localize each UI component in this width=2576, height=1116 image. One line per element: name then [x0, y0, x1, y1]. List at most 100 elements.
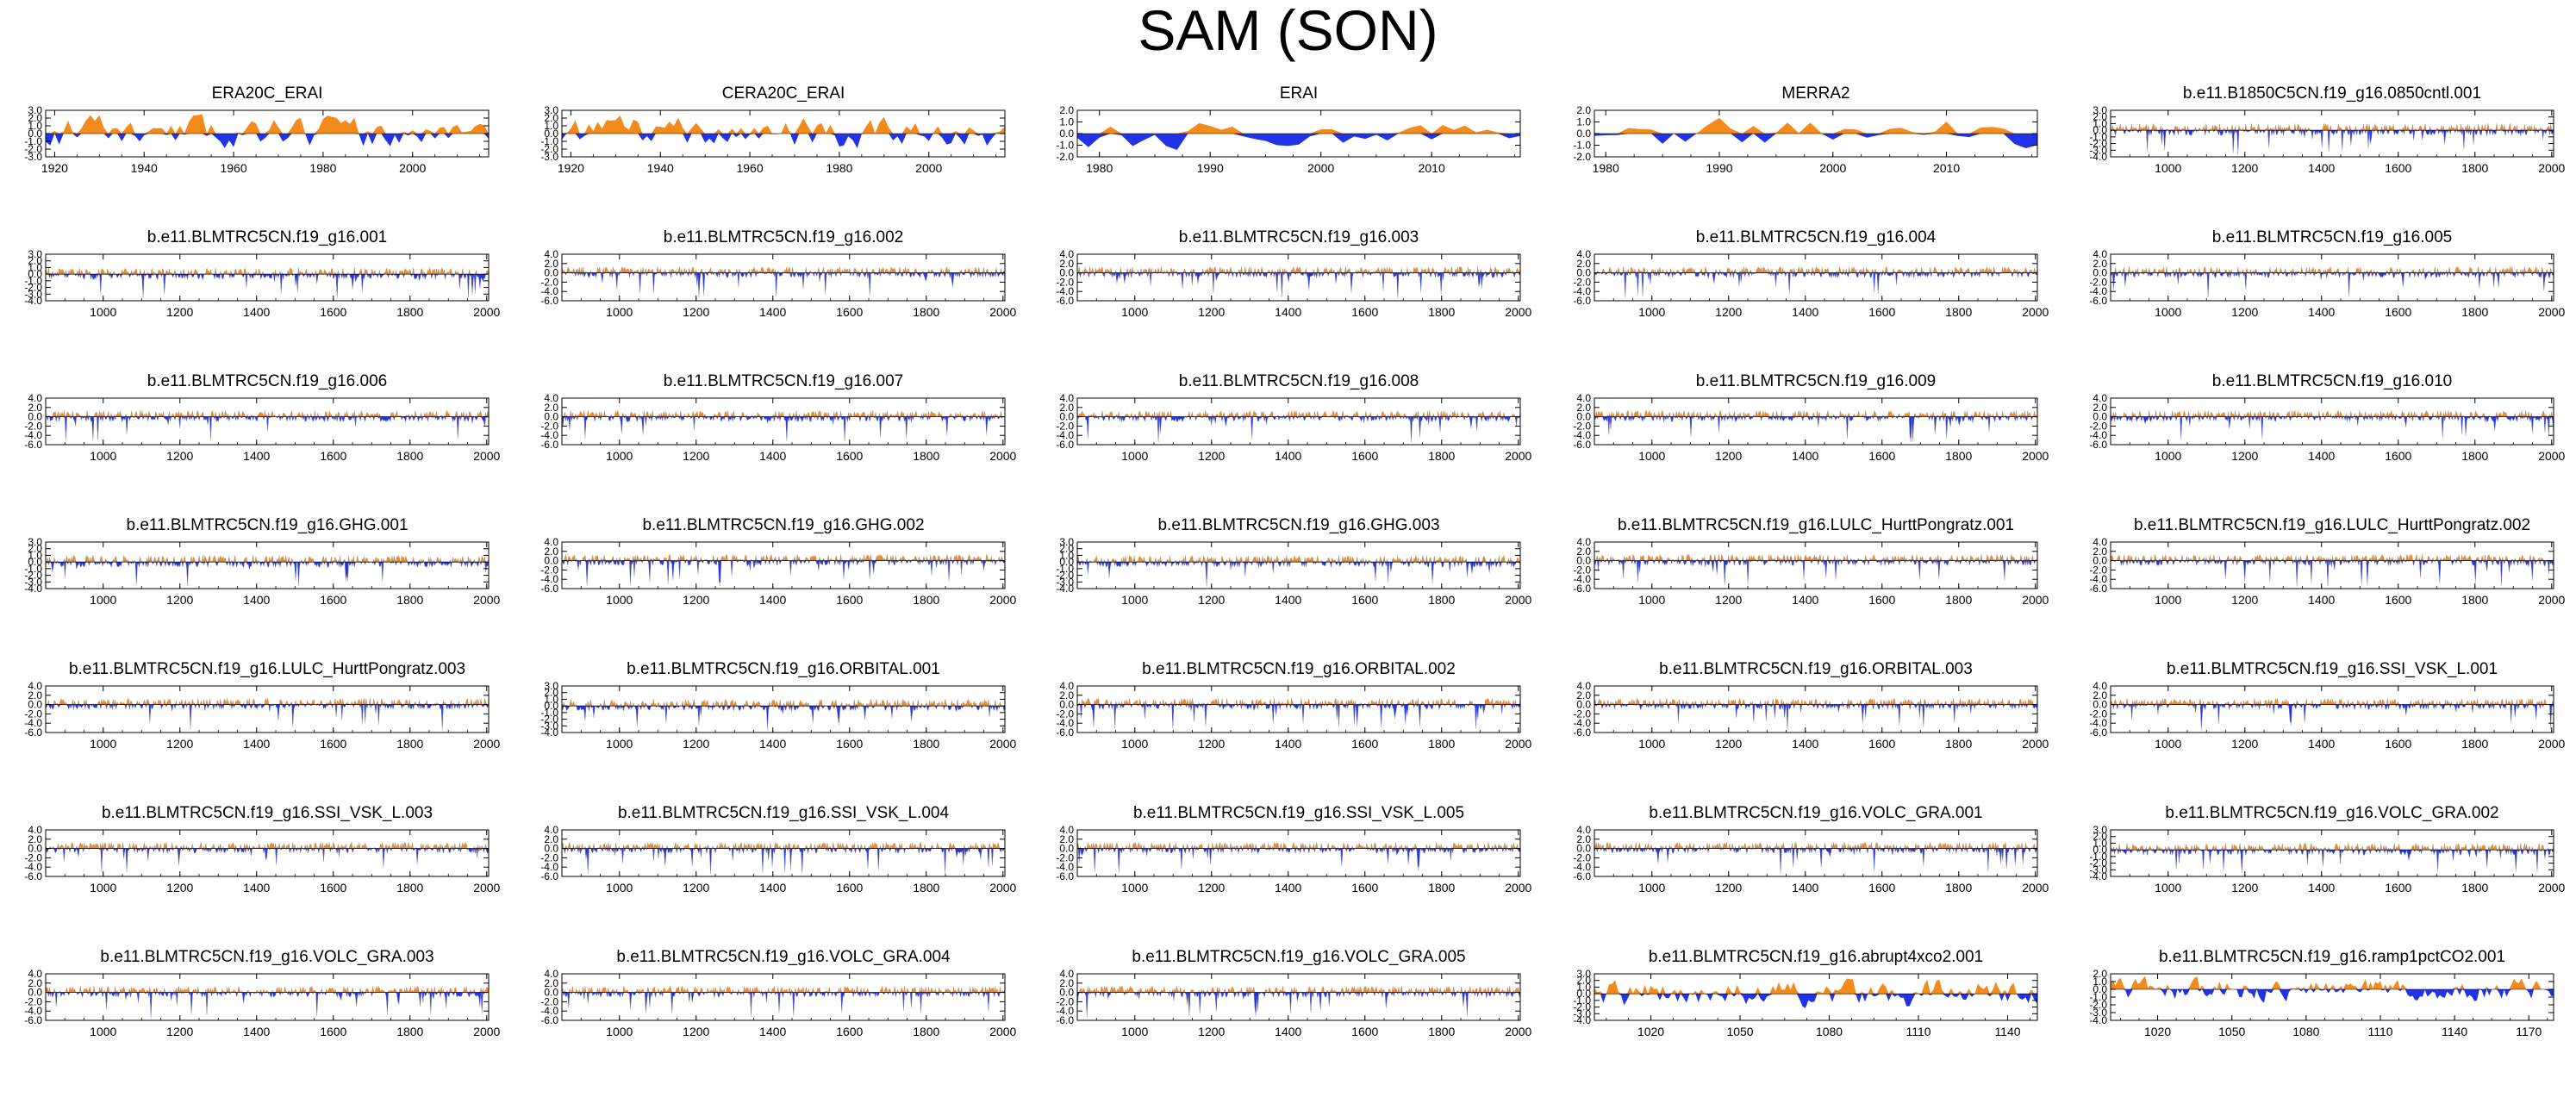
panel-title: b.e11.BLMTRC5CN.f19_g16.008 [1178, 372, 1419, 390]
series-line [2110, 697, 2554, 731]
x-tick-label: 1800 [1945, 737, 1972, 751]
series-line [45, 985, 490, 1019]
x-tick-label: 1400 [243, 449, 270, 463]
y-tick-label: 2.0 [544, 402, 558, 414]
y-tick-label: -2.0 [1573, 851, 1591, 863]
series-line [1076, 985, 1521, 1019]
panel-title: b.e11.BLMTRC5CN.f19_g16.LULC_HurttPongra… [1617, 516, 2015, 534]
figure-title: SAM (SON) [1138, 0, 1438, 62]
y-tick-label: -6.0 [2089, 439, 2107, 451]
y-tick-label: 0.0 [2093, 124, 2107, 136]
y-tick-label: -4.0 [1573, 717, 1591, 729]
y-tick-label: -3.0 [24, 151, 42, 163]
y-tick-label: 4.0 [28, 824, 42, 836]
y-tick-label: -2.0 [24, 851, 42, 863]
y-tick-label: 4.0 [1576, 680, 1591, 692]
x-tick-label: 1400 [759, 881, 786, 895]
y-tick-label: 2.0 [28, 112, 42, 124]
x-tick-label: 2000 [473, 881, 500, 895]
x-tick-label: 1200 [1715, 737, 1742, 751]
y-tick-label: -2.0 [540, 276, 558, 288]
x-tick-label: 1200 [1198, 737, 1225, 751]
x-tick-label: 1000 [2155, 449, 2181, 463]
x-tick-label: 1600 [1351, 1025, 1378, 1038]
x-tick-label: 1080 [2292, 1025, 2319, 1038]
x-tick-label: 1600 [836, 593, 863, 607]
x-tick-label: 1800 [396, 449, 423, 463]
y-tick-label: -3.0 [540, 720, 558, 732]
x-tick-label: 2000 [473, 737, 500, 751]
panel-title: b.e11.BLMTRC5CN.f19_g16.SSI_VSK_L.004 [617, 804, 950, 822]
x-tick-label: 1400 [1275, 881, 1301, 895]
x-tick-label: 1200 [1198, 593, 1225, 607]
x-tick-label: 2000 [2538, 305, 2565, 319]
x-tick-label: 1000 [90, 737, 116, 751]
panel-plot: -4.0-3.0-2.0-1.00.01.02.03.0 1000 1200 1400… [1056, 536, 1531, 607]
x-tick-label: 2000 [399, 161, 426, 175]
panel-plot: -6.0-4.0-2.00.02.04.0 1000 1200 1400 1600 180… [1573, 248, 2049, 319]
y-tick-label: 4.0 [1059, 968, 1074, 980]
x-tick-label: 1110 [1905, 1025, 1930, 1038]
x-tick-label: 1000 [90, 449, 116, 463]
y-tick-label: 4.0 [1576, 824, 1591, 836]
plot-frame [1076, 397, 1521, 446]
series-line [561, 553, 1006, 587]
x-tick-label: 1980 [1086, 161, 1113, 175]
panel-title: b.e11.BLMTRC5CN.f19_g16.VOLC_GRA.005 [1132, 948, 1466, 966]
panel-title: b.e11.BLMTRC5CN.f19_g16.VOLC_GRA.004 [616, 948, 951, 966]
y-tick-label: -2.0 [1056, 420, 1074, 432]
x-tick-label: 2000 [1505, 1025, 1531, 1038]
x-tick-label: 1000 [1121, 1025, 1148, 1038]
y-tick-label: -4.0 [2089, 151, 2107, 163]
x-tick-label: 2000 [473, 593, 500, 607]
y-tick-label: -4.0 [24, 583, 42, 595]
x-tick-label: 1400 [1792, 881, 1818, 895]
y-tick-label: 4.0 [544, 536, 558, 548]
y-tick-label: -1.0 [24, 135, 42, 147]
panel-title: b.e11.BLMTRC5CN.f19_g16.ramp1pctCO2.001 [2158, 948, 2506, 966]
x-tick-label: 2000 [989, 593, 1016, 607]
y-tick-label: 1.0 [544, 120, 558, 132]
x-tick-label: 1800 [2461, 593, 2488, 607]
x-tick-label: 1800 [1428, 737, 1455, 751]
y-tick-label: 4.0 [1059, 392, 1074, 404]
series-line [561, 265, 1006, 297]
x-tick-label: 1000 [606, 1025, 633, 1038]
panel-title: b.e11.BLMTRC5CN.f19_g16.003 [1178, 228, 1419, 246]
x-tick-label: 1800 [396, 1025, 423, 1038]
x-tick-label: 2000 [2538, 593, 2565, 607]
series-line [2111, 265, 2554, 298]
panel-plot: -6.0-4.0-2.00.02.04.0 1000 1200 1400 1600 180… [1573, 824, 2049, 895]
panel-plot: -6.0-4.0-2.00.02.04.0 1000 1200 1400 1600 180… [2089, 392, 2565, 463]
x-tick-label: 2000 [2538, 449, 2565, 463]
y-tick-label: 2.0 [544, 546, 558, 558]
y-tick-label: -4.0 [1056, 429, 1074, 441]
y-tick-label: 1.0 [1576, 116, 1591, 128]
x-tick-label: 1000 [1121, 449, 1148, 463]
x-tick-label: 1600 [2385, 737, 2411, 751]
x-tick-label: 1000 [90, 881, 116, 895]
panel-plot: -6.0-4.0-2.00.02.04.0 1000 1200 1400 1600 180… [1573, 392, 2049, 463]
negative-area [562, 134, 1005, 148]
y-tick-label: -1.0 [1056, 140, 1074, 152]
x-tick-label: 1200 [683, 305, 709, 319]
x-tick-label: 1800 [2461, 881, 2488, 895]
panel-plot: -6.0-4.0-2.00.02.04.0 1000 1200 1400 1600 180… [540, 968, 1016, 1038]
y-tick-label: -1.0 [2089, 851, 2107, 863]
y-tick-label: 2.0 [544, 833, 558, 845]
y-tick-label: 2.0 [28, 833, 42, 845]
x-tick-label: 1800 [2461, 737, 2488, 751]
y-tick-label: 3.0 [1059, 536, 1074, 548]
y-tick-label: -1.0 [24, 275, 42, 287]
x-tick-label: 1400 [1275, 1025, 1301, 1038]
x-tick-label: 1990 [1706, 161, 1732, 175]
y-tick-label: 4.0 [544, 248, 558, 260]
y-tick-label: 0.0 [1059, 699, 1074, 711]
y-tick-label: -3.0 [24, 288, 42, 300]
y-tick-label: -6.0 [1573, 439, 1591, 451]
y-tick-label: -6.0 [1056, 870, 1074, 882]
x-tick-label: 1980 [826, 161, 852, 175]
series-line [2110, 843, 2554, 874]
panel-title: b.e11.BLMTRC5CN.f19_g16.LULC_HurttPongra… [68, 660, 466, 678]
x-tick-label: 1980 [1593, 161, 1619, 175]
